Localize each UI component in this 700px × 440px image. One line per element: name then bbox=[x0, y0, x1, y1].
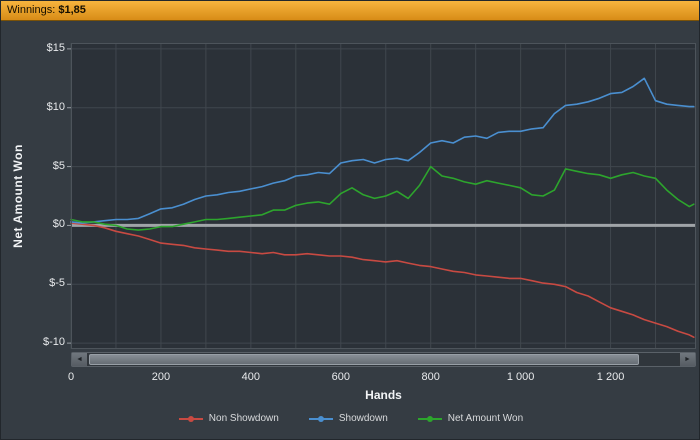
x-tick-label: 400 bbox=[241, 371, 261, 383]
y-tick-label: $-5 bbox=[49, 277, 65, 290]
y-tick-label: $10 bbox=[46, 100, 65, 113]
legend-item-net-amount-won[interactable]: Net Amount Won bbox=[417, 413, 524, 424]
series-showdown bbox=[70, 77, 695, 224]
x-tick-label: 600 bbox=[331, 371, 350, 383]
chart-region: Net Amount Won $15 $10 $5 $0 $-5 $-10 0 200 400… bbox=[1, 21, 699, 439]
x-tick-label: 0 bbox=[67, 371, 75, 383]
series-non-showdown bbox=[70, 222, 695, 339]
scrollbar-track[interactable] bbox=[88, 353, 679, 366]
x-tick-label: 800 bbox=[421, 371, 440, 383]
x-tick-label: 1 000 bbox=[506, 371, 535, 383]
showdown-line-icon bbox=[308, 414, 333, 423]
legend-item-non-showdown[interactable]: Non Showdown bbox=[178, 413, 279, 424]
legend-label-net-amount-won: Net Amount Won bbox=[447, 413, 524, 424]
legend-label-showdown: Showdown bbox=[338, 413, 388, 424]
y-tick-label: $-10 bbox=[42, 336, 65, 349]
y-tick-label: $5 bbox=[52, 159, 65, 172]
non-showdown-line-icon bbox=[178, 414, 203, 423]
y-tick-label: $0 bbox=[52, 218, 65, 231]
net-amount-won-line-icon bbox=[417, 414, 442, 423]
legend-label-non-showdown: Non Showdown bbox=[208, 413, 279, 424]
scrollbar-left-arrow-icon[interactable]: ◄ bbox=[72, 353, 88, 366]
x-tick-label: 200 bbox=[151, 371, 171, 383]
horizontal-scrollbar[interactable]: ◄ ► bbox=[71, 352, 696, 367]
series-net-amount-won bbox=[70, 165, 695, 231]
legend-item-showdown[interactable]: Showdown bbox=[308, 413, 388, 424]
y-tick-label: $15 bbox=[46, 41, 65, 54]
plot-border bbox=[71, 43, 696, 349]
legend: Non Showdown Showdown Net Amount Won bbox=[1, 413, 699, 424]
y-axis-title: Net Amount Won bbox=[11, 144, 25, 248]
titlebar-label: Winnings: bbox=[7, 4, 56, 16]
titlebar-value: $1,85 bbox=[58, 4, 86, 16]
scrollbar-thumb[interactable] bbox=[89, 354, 639, 365]
titlebar[interactable]: Winnings: $1,85 bbox=[1, 1, 699, 21]
x-axis-title: Hands bbox=[365, 388, 402, 402]
scrollbar-right-arrow-icon[interactable]: ► bbox=[679, 353, 695, 366]
plot-area bbox=[67, 43, 696, 349]
x-tick-label: 1 200 bbox=[596, 371, 625, 383]
